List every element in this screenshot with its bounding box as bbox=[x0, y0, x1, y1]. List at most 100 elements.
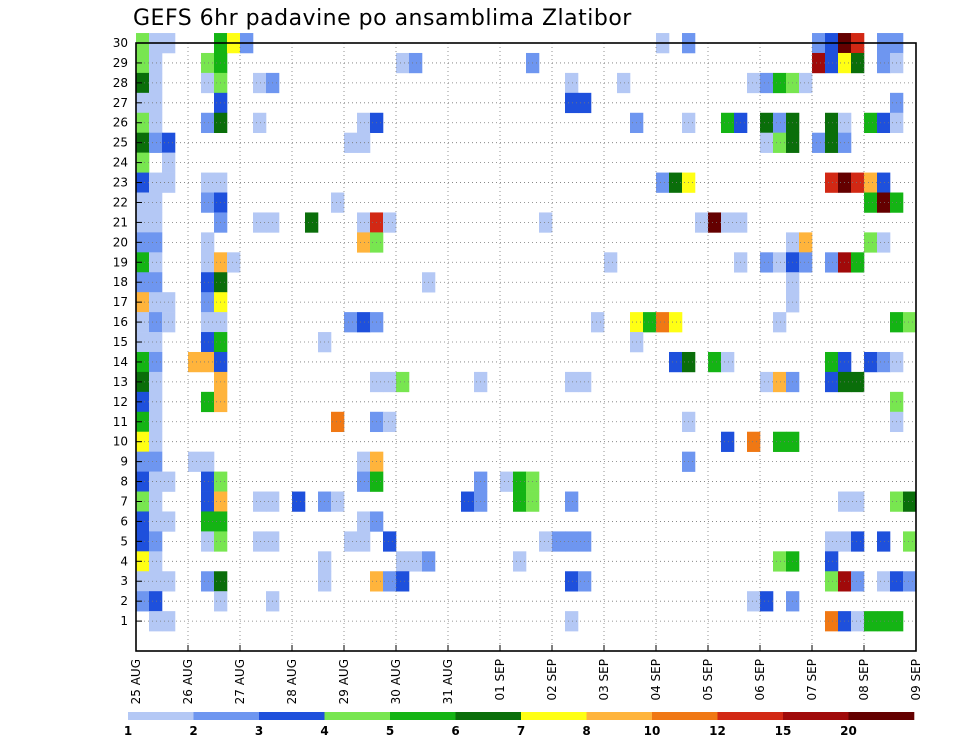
y-tick-label: 22 bbox=[113, 195, 128, 209]
precip-cell bbox=[136, 292, 150, 313]
precip-cell bbox=[149, 72, 163, 94]
precip-cell bbox=[201, 471, 215, 492]
precip-cell bbox=[825, 611, 839, 632]
precip-cell bbox=[617, 72, 631, 94]
x-tick-label: 04 SEP bbox=[649, 659, 663, 701]
x-tick-label: 25 AUG bbox=[129, 659, 143, 704]
precip-cell bbox=[331, 192, 345, 213]
colorbar-label: 5 bbox=[386, 724, 394, 738]
precip-cell bbox=[149, 491, 163, 512]
precip-cell bbox=[253, 72, 267, 94]
precip-cell bbox=[201, 52, 215, 74]
precip-cell bbox=[136, 192, 150, 213]
precip-cell bbox=[383, 411, 397, 433]
precip-cell bbox=[396, 571, 410, 592]
precip-cell bbox=[565, 531, 579, 552]
precip-cell bbox=[825, 172, 839, 193]
precip-cell bbox=[825, 52, 839, 74]
precip-cell bbox=[292, 491, 306, 512]
y-tick-label: 19 bbox=[113, 255, 128, 269]
precip-cell bbox=[149, 172, 163, 193]
colorbar-label: 15 bbox=[775, 724, 792, 738]
precip-cell bbox=[864, 351, 878, 373]
precip-cell bbox=[136, 431, 150, 452]
precip-cell bbox=[344, 531, 358, 552]
precip-cell bbox=[136, 491, 150, 512]
precip-cell bbox=[136, 591, 150, 612]
precip-cell bbox=[825, 571, 839, 592]
precip-cell bbox=[513, 471, 527, 492]
y-tick-label: 8 bbox=[120, 475, 128, 489]
precip-cell bbox=[227, 252, 241, 273]
precip-cell bbox=[188, 451, 202, 472]
precip-cell bbox=[136, 571, 150, 592]
precip-cell bbox=[201, 172, 215, 193]
colorbar-label: 3 bbox=[255, 724, 263, 738]
precip-cell bbox=[136, 72, 150, 94]
precip-cell bbox=[149, 272, 163, 293]
precip-cell bbox=[253, 212, 267, 233]
precip-cell bbox=[201, 571, 215, 592]
precip-cell bbox=[760, 112, 774, 134]
y-tick-label: 7 bbox=[120, 494, 128, 508]
precip-cell bbox=[513, 551, 527, 572]
precip-cell bbox=[409, 551, 423, 572]
precip-cell bbox=[773, 72, 787, 94]
precip-cell bbox=[136, 92, 150, 114]
precip-cell bbox=[149, 92, 163, 114]
colorbar-swatch bbox=[455, 712, 522, 720]
precip-cell bbox=[877, 571, 891, 592]
precip-cell bbox=[149, 351, 163, 373]
precip-cell bbox=[201, 332, 215, 353]
x-tick-label: 27 AUG bbox=[233, 659, 247, 704]
precip-cell bbox=[149, 112, 163, 134]
precip-cell bbox=[357, 312, 371, 333]
x-tick-label: 06 SEP bbox=[753, 659, 767, 701]
precip-cell bbox=[149, 292, 163, 313]
chart-title: GEFS 6hr padavine po ansamblima Zlatibor bbox=[133, 6, 632, 31]
precip-cell bbox=[136, 411, 150, 433]
precip-cell bbox=[760, 72, 774, 94]
precip-cell bbox=[136, 312, 150, 333]
precip-cell bbox=[149, 551, 163, 572]
precip-cell bbox=[864, 112, 878, 134]
precip-cell bbox=[851, 172, 865, 193]
precip-cell bbox=[539, 212, 553, 233]
y-tick-label: 24 bbox=[113, 156, 128, 170]
colorbar-label: 1 bbox=[124, 724, 132, 738]
y-tick-label: 11 bbox=[113, 415, 128, 429]
precip-cell bbox=[149, 52, 163, 74]
precip-cell bbox=[253, 112, 267, 134]
y-tick-label: 30 bbox=[113, 36, 128, 50]
precip-cell bbox=[357, 451, 371, 472]
precip-cell bbox=[851, 252, 865, 273]
colorbar-label: 10 bbox=[644, 724, 661, 738]
y-tick-label: 21 bbox=[113, 215, 128, 229]
precip-cell bbox=[851, 571, 865, 592]
precip-cell bbox=[201, 252, 215, 273]
precip-cell bbox=[201, 312, 215, 333]
precip-cell bbox=[799, 72, 813, 94]
precip-cell bbox=[604, 252, 618, 273]
precip-cell bbox=[383, 531, 397, 552]
colorbar: 1 2 3 4 5 6 7 8 10 12 15 20 bbox=[124, 712, 915, 738]
x-tick-label: 28 AUG bbox=[285, 659, 299, 704]
precip-cell bbox=[812, 132, 826, 153]
precip-cell bbox=[149, 232, 163, 253]
y-tick-label: 6 bbox=[120, 514, 128, 528]
colorbar-label: 7 bbox=[517, 724, 525, 738]
precip-cell bbox=[877, 611, 891, 632]
precip-cell bbox=[877, 192, 891, 213]
y-tick-label: 15 bbox=[113, 335, 128, 349]
y-tick-label: 16 bbox=[113, 315, 128, 329]
precip-cell bbox=[149, 132, 163, 153]
precip-cell bbox=[344, 312, 358, 333]
precip-cell bbox=[877, 351, 891, 373]
precip-cell bbox=[812, 52, 826, 74]
precip-cell bbox=[136, 451, 150, 472]
precip-cell bbox=[188, 351, 202, 373]
y-tick-label: 4 bbox=[120, 554, 128, 568]
x-tick-label: 05 SEP bbox=[701, 659, 715, 701]
precip-cell bbox=[747, 72, 761, 94]
